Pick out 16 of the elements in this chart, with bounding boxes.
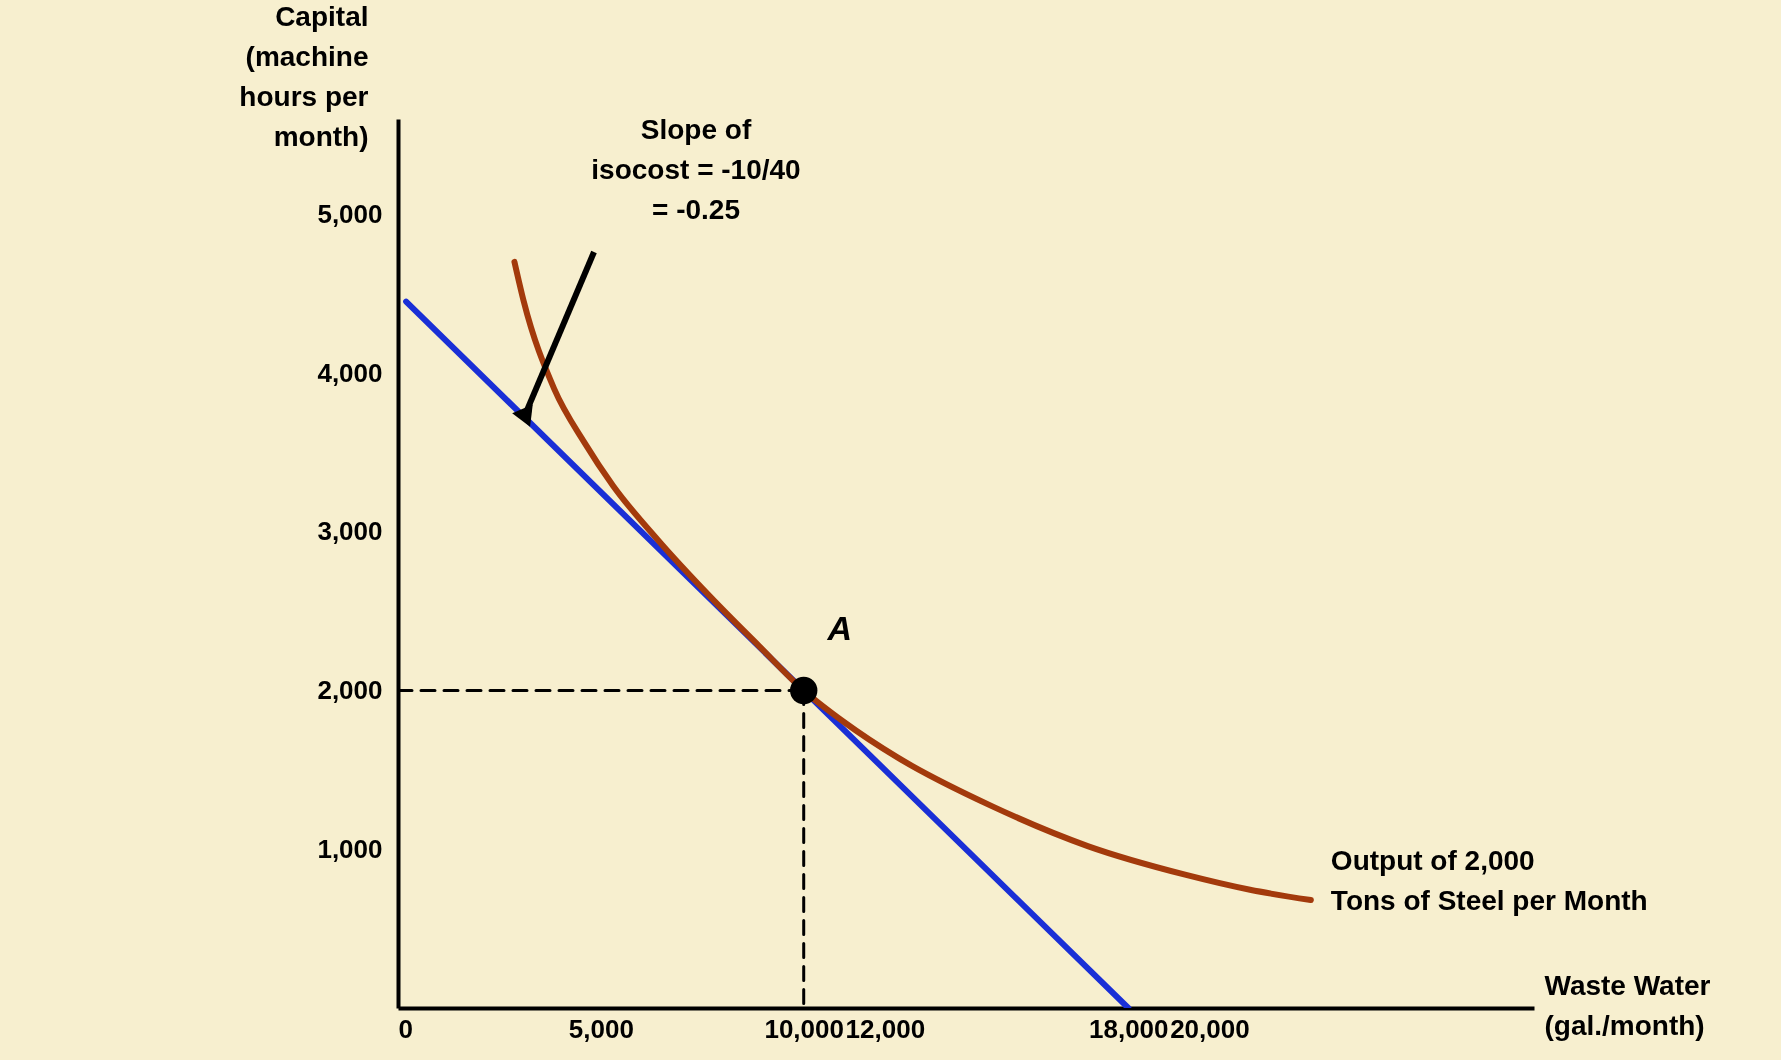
annotation: Output of 2,000 Tons of Steel per Month [1330, 845, 1648, 917]
x-axis-title: Waste Water (gal./month) [1544, 969, 1711, 1041]
annotation: Slope of isocost = -10/40 = -0.25 [591, 114, 801, 225]
y-axis-title: Capital (machine hours per month) [239, 0, 369, 152]
y-tick-label: 1,000 [317, 833, 383, 864]
y-tick-label: 4,000 [317, 357, 383, 388]
x-tick-label: 5,000 [568, 1013, 634, 1044]
x-tick-label: 0 [398, 1013, 413, 1044]
x-tick-label: 18,000 [1089, 1013, 1169, 1044]
x-tick-label: 20,000 [1170, 1013, 1250, 1044]
y-tick-label: 2,000 [317, 675, 383, 705]
x-tick-label: 10,000 [764, 1013, 844, 1044]
y-tick-label: 3,000 [317, 516, 383, 547]
annotation: A [826, 608, 852, 647]
y-tick-label: 5,000 [317, 198, 383, 229]
x-tick-label: 12,000 [845, 1013, 926, 1044]
